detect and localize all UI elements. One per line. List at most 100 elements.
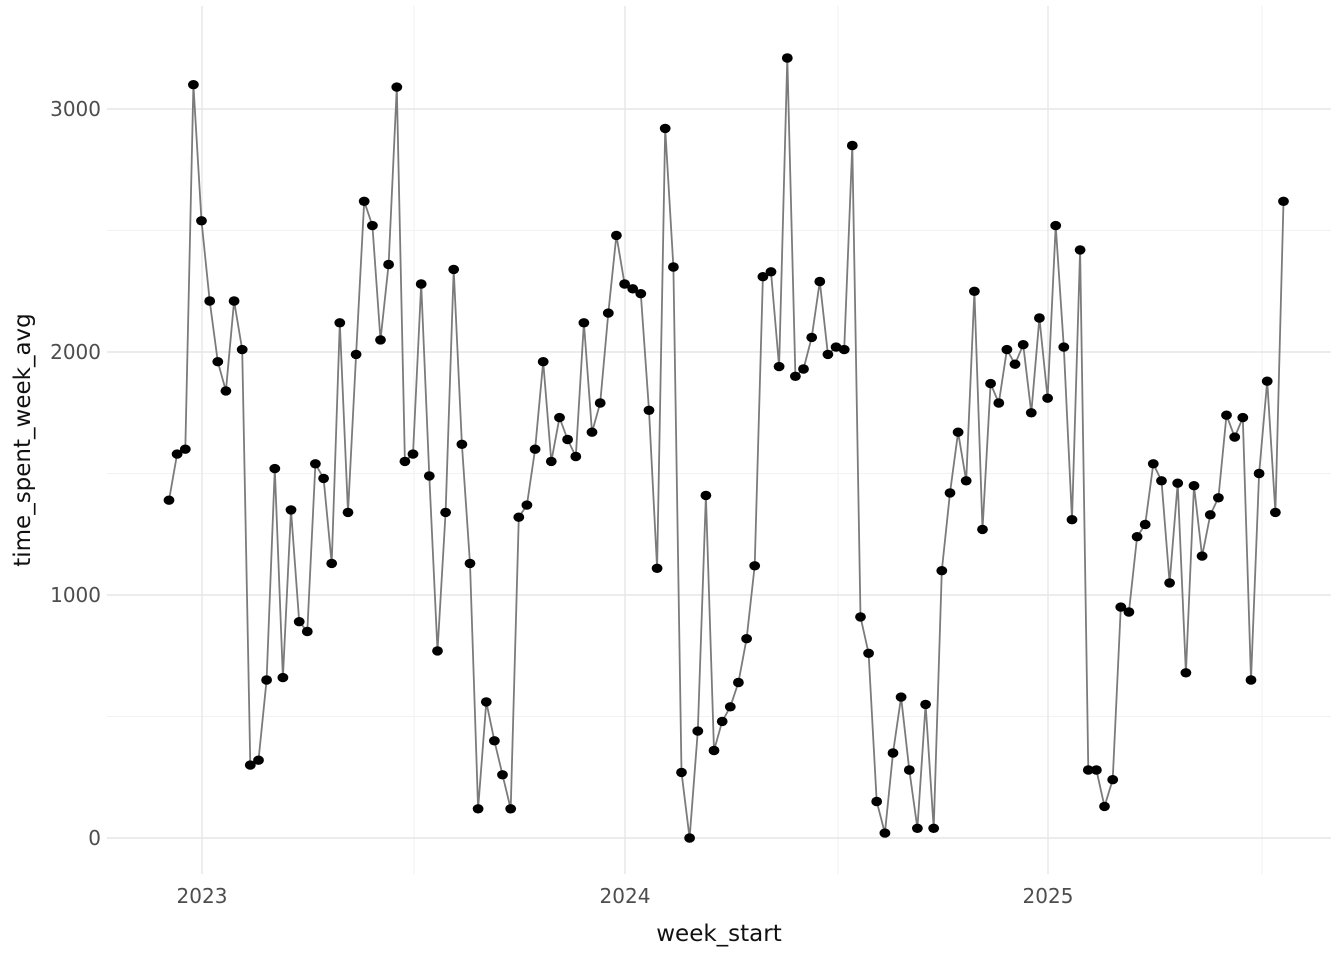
data-point [448,264,460,275]
data-point [928,823,940,833]
data-point [464,558,476,569]
data-point [960,476,972,486]
data-point [692,726,704,736]
data-point [993,398,1005,408]
data-point [855,612,866,622]
data-point [358,196,370,206]
data-point [1025,408,1037,418]
y-tick-label: 2000 [50,340,101,364]
data-point [432,646,443,656]
y-axis-title: time_spent_week_avg [10,313,36,567]
data-point [1115,602,1127,612]
data-point [1204,510,1216,520]
data-point [497,770,508,780]
data-point [456,439,468,449]
data-point [342,507,354,518]
data-point [741,634,752,644]
data-point [1066,515,1078,525]
data-point [570,451,582,462]
data-point [757,272,769,282]
data-point [887,748,899,758]
data-point [228,296,240,306]
data-point [643,405,655,415]
data-point [676,767,687,778]
data-point [1261,376,1273,386]
data-point [505,804,517,814]
data-point [1245,675,1257,685]
data-point [1164,578,1175,588]
data-point [798,364,809,374]
data-point [293,617,305,627]
data-point [334,318,346,328]
data-point [1278,196,1289,206]
data-point [1213,493,1224,503]
axis-tick-labels: 0 1000 2000 3000 2023 2024 2025 [50,97,1073,908]
data-point [1091,765,1102,775]
data-point [716,716,728,727]
data-point [285,505,297,515]
data-point [724,702,736,712]
data-point [375,335,386,345]
data-point [1253,468,1265,479]
data-point [700,490,712,501]
data-point [936,566,948,576]
data-point [594,398,606,408]
data-point [773,361,785,372]
data-point [1156,476,1167,486]
x-tick-label: 2024 [600,884,651,908]
data-point [846,140,858,151]
data-point [513,512,525,522]
data-point [472,804,484,814]
data-point [952,427,964,437]
data-point [578,318,590,328]
data-point [1099,801,1110,812]
data-point [1123,607,1135,617]
data-point [188,80,199,90]
data-point [171,449,183,459]
data-point [781,53,793,63]
data-point [310,459,321,469]
data-point [1172,478,1184,488]
data-point [1139,519,1151,530]
data-point [814,276,826,287]
data-point [529,444,541,454]
data-point [277,672,289,683]
data-point [985,378,996,389]
data-point [545,456,557,467]
series-line [168,57,1285,839]
data-point [407,449,419,459]
data-point [668,262,679,272]
gridlines-major [107,6,1331,874]
data-point [1188,481,1200,491]
y-tick-label: 0 [88,826,101,850]
data-point [1050,220,1062,231]
data-point [1229,432,1241,442]
x-axis-title: week_start [656,921,782,947]
data-point [537,357,549,367]
data-point [236,344,248,355]
data-point [790,371,801,381]
data-point [1082,765,1094,775]
data-point [733,677,744,688]
data-point [602,308,614,318]
data-point [423,471,435,481]
data-point [179,444,191,454]
data-point [391,82,403,92]
x-tick-label: 2023 [177,884,228,908]
data-point [1237,412,1249,423]
data-point [350,349,362,360]
data-point [1131,532,1143,542]
data-point [196,216,207,226]
data-point [684,833,695,843]
data-point [838,344,850,355]
gridlines-minor [107,6,1331,874]
data-point [1042,393,1053,403]
data-point [806,332,818,343]
data-point [871,796,883,807]
data-point [1034,313,1045,323]
data-point [212,357,224,367]
data-point [318,473,329,484]
data-point [944,488,956,498]
